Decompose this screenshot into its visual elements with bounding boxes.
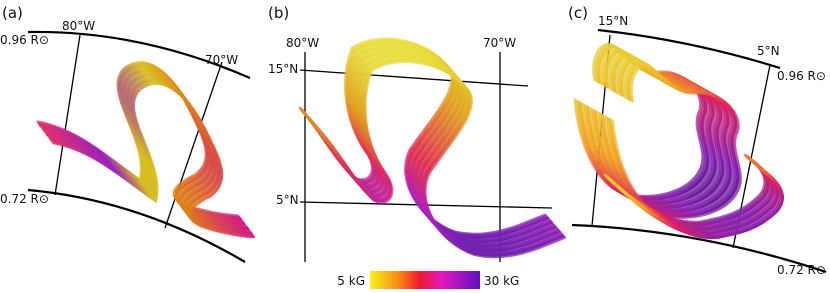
colorbar-min-label: 5 kG (337, 274, 365, 288)
annotation: 70°W (205, 53, 238, 67)
panel-b: (b) 80°W 70°W 15°N 5°N (268, 4, 566, 262)
shell-arc (27, 30, 251, 80)
annotation: 15°N (268, 62, 298, 76)
flux-tubes (573, 42, 784, 240)
annotation: 80°W (286, 36, 319, 50)
panel-label: (a) (2, 4, 23, 22)
meridian (164, 61, 223, 229)
annotation: 0.96 R⊙ (777, 69, 826, 83)
field-line (52, 81, 256, 239)
annotation: 5°N (276, 193, 299, 207)
colorbar-max-label: 30 kG (484, 274, 519, 288)
colorbar: 5 kG 30 kG (337, 271, 519, 289)
flux-tubes (36, 61, 256, 239)
field-line (50, 80, 254, 237)
flux-tubes (298, 37, 566, 259)
field-line (318, 60, 566, 259)
panel-c: (c) 15°N 5°N 0.96 R⊙ 0.72 R⊙ (568, 4, 827, 277)
meridian (54, 34, 81, 196)
annotation: 0.96 R⊙ (0, 33, 49, 47)
annotation: 0.72 R⊙ (0, 192, 49, 206)
annotation: 80°W (62, 19, 95, 33)
shell-arc (597, 28, 781, 70)
annotation: 70°W (483, 36, 516, 50)
panel-label: (b) (268, 4, 289, 22)
colorbar-gradient (370, 271, 480, 289)
annotation: 5°N (757, 44, 780, 58)
parallel (299, 69, 529, 87)
shell-arc (571, 223, 827, 274)
annotation: 15°N (598, 14, 628, 28)
panel-label: (c) (568, 4, 588, 22)
field-line (621, 168, 784, 240)
annotation: 0.72 R⊙ (777, 263, 826, 277)
panel-a: (a) 80°W 70°W 0.96 R⊙ 0.72 R⊙ (0, 4, 256, 263)
